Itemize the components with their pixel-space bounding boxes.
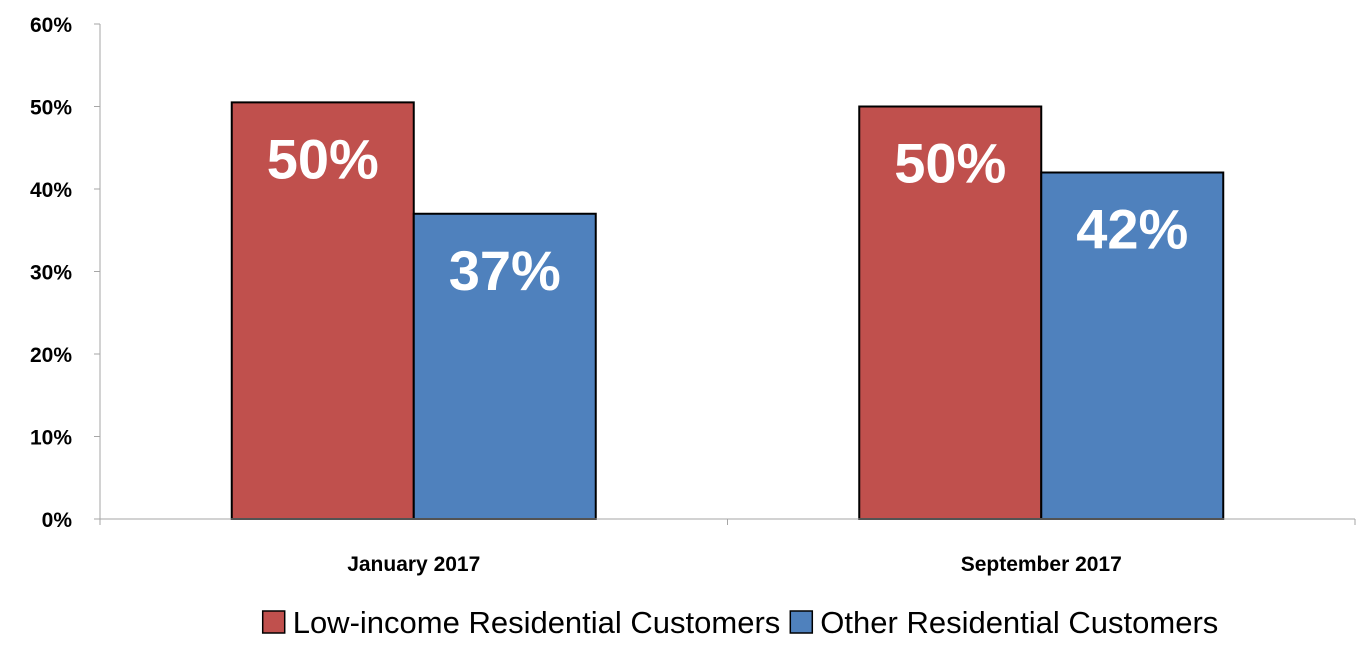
- y-tick-label: 10%: [30, 427, 72, 450]
- bars: 50% 37% 50% 42%: [230, 101, 1225, 520]
- y-tick-label: 0%: [42, 509, 73, 532]
- bar: [412, 212, 597, 520]
- y-tick-label: 40%: [30, 179, 72, 202]
- bar: [858, 105, 1043, 520]
- y-tick-label: 60%: [30, 14, 72, 37]
- bar: [230, 101, 415, 520]
- y-tick-label: 20%: [30, 344, 72, 367]
- bar-value-label: 50%: [894, 132, 1006, 195]
- legend-swatch: [789, 610, 814, 634]
- bar-value-label: 42%: [1076, 198, 1188, 261]
- y-tick-label: 50%: [30, 97, 72, 120]
- legend: Low-income Residential Customers Other Re…: [261, 605, 1218, 640]
- bar: [1040, 171, 1225, 520]
- y-tick-label: 30%: [30, 262, 72, 285]
- legend-label: Low-income Residential Customers: [293, 605, 781, 640]
- legend-label: Other Residential Customers: [820, 605, 1218, 640]
- x-tick-label: January 2017: [347, 553, 480, 576]
- bar-value-label: 50%: [267, 127, 379, 190]
- bar-value-label: 37%: [449, 239, 561, 302]
- x-tick-label: September 2017: [961, 553, 1122, 576]
- legend-swatch: [261, 610, 286, 634]
- x-axis: January 2017 September 2017: [99, 518, 1356, 576]
- y-axis: 0% 10% 20% 30% 40% 50% 60%: [30, 14, 101, 532]
